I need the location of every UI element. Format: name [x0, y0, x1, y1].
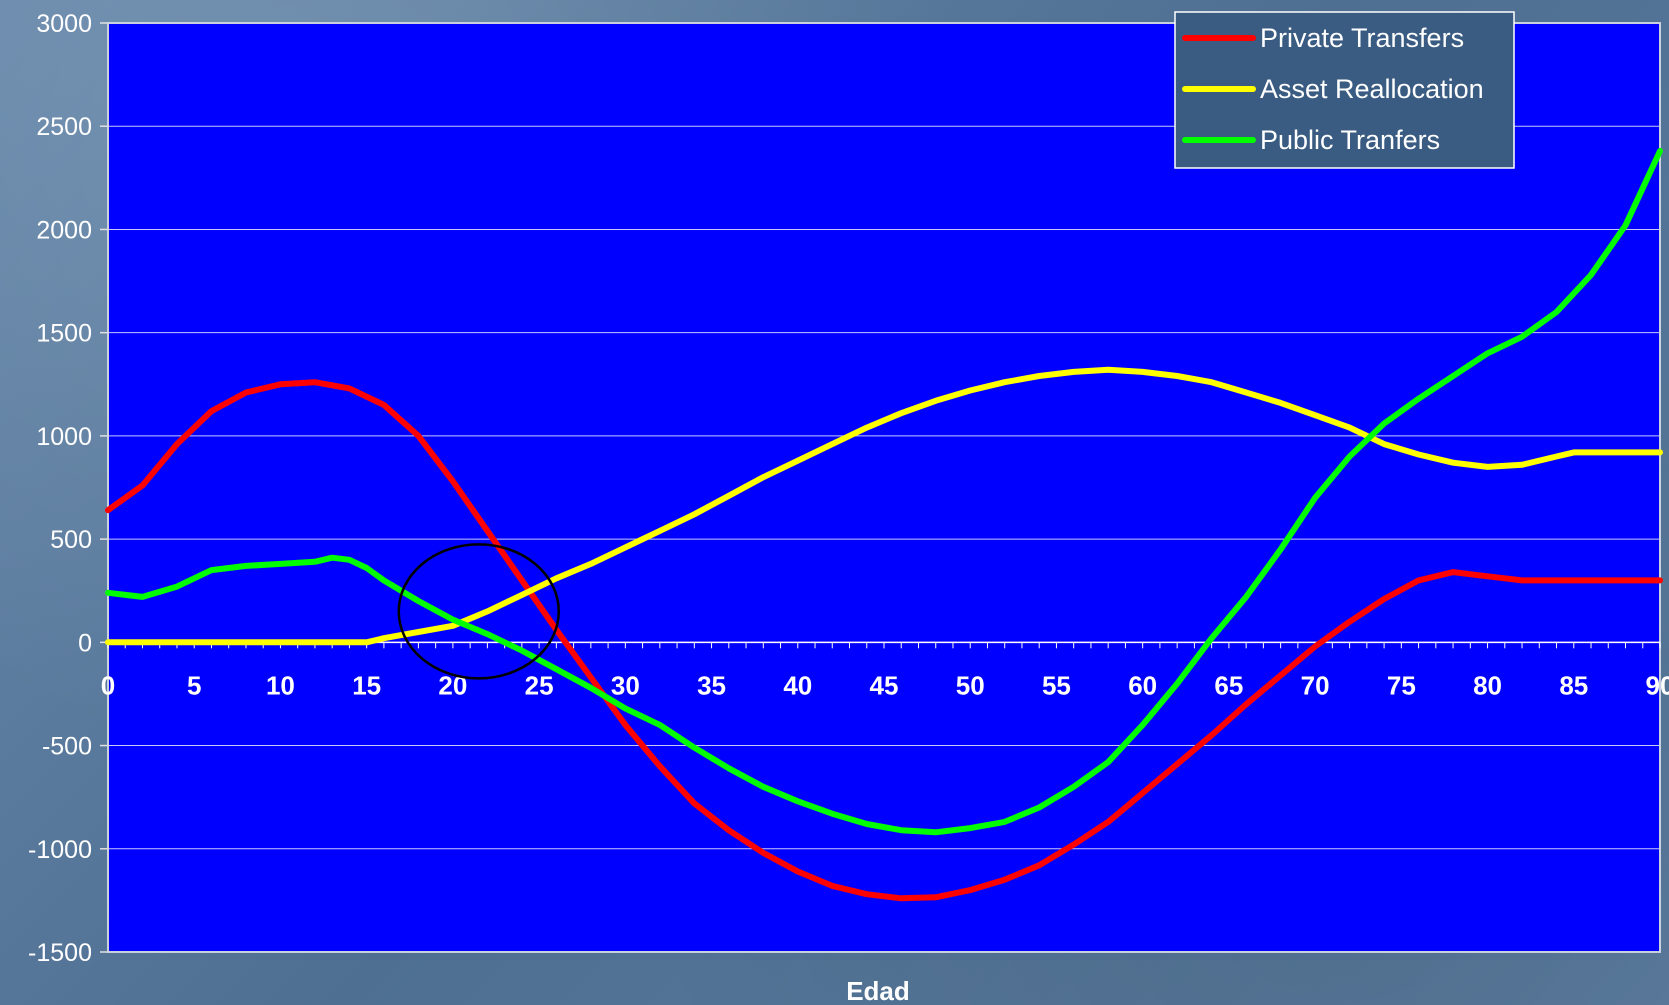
series-line-1 [105, 379, 1663, 902]
y-tick-label: -1500 [28, 939, 92, 967]
x-tick-label: 5 [187, 670, 201, 700]
x-tick-label: 15 [352, 670, 381, 700]
y-tick-label: 2000 [36, 216, 92, 244]
legend-label: Asset Reallocation [1260, 74, 1484, 104]
y-tick-label: 2500 [36, 113, 92, 141]
x-tick-label: 90 [1646, 670, 1669, 700]
y-tick-label: 0 [78, 629, 92, 657]
series-lines [105, 148, 1663, 902]
x-tick-label: 60 [1128, 670, 1157, 700]
legend-label: Public Tranfers [1260, 125, 1440, 155]
y-tick-label: 500 [50, 526, 92, 554]
annotation-circle [397, 543, 561, 680]
x-tick-label: 65 [1214, 670, 1243, 700]
x-tick-label: 55 [1042, 670, 1071, 700]
y-tick-label: 1500 [36, 320, 92, 348]
legend: Private Transfers Asset Reallocation Publi… [1174, 11, 1515, 169]
x-tick-label: 45 [870, 670, 899, 700]
x-tick-label: 75 [1387, 670, 1416, 700]
annotation [397, 543, 561, 680]
x-tick-label: 10 [266, 670, 295, 700]
plot-area [107, 22, 1661, 953]
y-tick-label: 3000 [36, 10, 92, 38]
x-tick-label: 30 [611, 670, 640, 700]
x-axis-title: Edad [846, 976, 910, 1005]
y-tick-label: -500 [42, 733, 92, 761]
legend-label: Private Transfers [1260, 23, 1464, 53]
x-tick-label: 25 [525, 670, 554, 700]
x-axis-tick-labels: 0 5 10 15 20 25 30 35 40 45 50 55 60 65 70 75 80 85 90 [101, 670, 1669, 700]
y-tick-label: -1000 [28, 836, 92, 864]
y-axis-tick-labels: 3000 2500 2000 1500 1000 500 0 -500 -1000 -1500 [28, 10, 92, 967]
x-tick-label: 85 [1559, 670, 1588, 700]
series-line-3 [105, 148, 1663, 836]
y-tick-label: 1000 [36, 423, 92, 451]
x-tick-label: 70 [1301, 670, 1330, 700]
x-tick-label: 0 [101, 670, 115, 700]
x-tick-label: 80 [1473, 670, 1502, 700]
x-tick-label: 50 [956, 670, 985, 700]
x-tick-label: 35 [697, 670, 726, 700]
x-tick-label: 40 [783, 670, 812, 700]
